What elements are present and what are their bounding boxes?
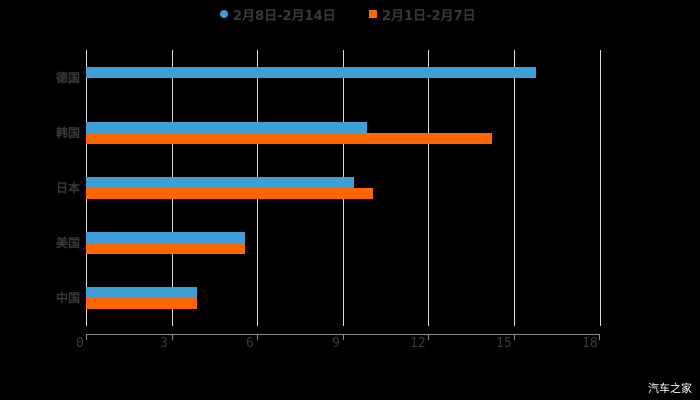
bar-japan-week2[interactable] bbox=[86, 177, 354, 188]
x-tick bbox=[428, 334, 429, 340]
square-marker-icon bbox=[369, 10, 377, 18]
bar-japan-week1[interactable] bbox=[86, 188, 373, 199]
gridline bbox=[428, 50, 429, 326]
x-tick bbox=[599, 334, 600, 340]
watermark: 汽车之家 bbox=[648, 382, 692, 395]
x-tick-label: 12 bbox=[410, 336, 426, 351]
category-label-germany: 德国 bbox=[55, 71, 80, 85]
gridline bbox=[514, 50, 515, 326]
x-tick bbox=[343, 334, 344, 340]
bar-usa-week2[interactable] bbox=[86, 232, 245, 243]
x-tick bbox=[172, 334, 173, 340]
legend-item-week1[interactable]: 2月1日-2月7日 bbox=[369, 4, 476, 24]
x-tick bbox=[514, 334, 515, 340]
x-tick bbox=[257, 334, 258, 340]
category-label-china: 中国 bbox=[55, 291, 80, 305]
legend-item-week2[interactable]: 2月8日-2月14日 bbox=[220, 4, 336, 24]
x-tick-label: 6 bbox=[246, 336, 254, 351]
x-tick-label: 0 bbox=[76, 336, 84, 351]
x-tick-label: 18 bbox=[582, 336, 598, 351]
gridline bbox=[600, 50, 601, 326]
legend-label: 2月8日-2月14日 bbox=[233, 8, 336, 24]
category-label-japan: 日本 bbox=[55, 181, 80, 195]
bar-china-week2[interactable] bbox=[86, 287, 197, 298]
x-tick bbox=[86, 334, 87, 340]
circle-marker-icon bbox=[220, 10, 228, 18]
bar-usa-week1[interactable] bbox=[86, 243, 245, 254]
x-tick-label: 9 bbox=[332, 336, 340, 351]
legend: 2月8日-2月14日 2月1日-2月7日 bbox=[0, 4, 700, 24]
bar-china-week1[interactable] bbox=[86, 298, 197, 309]
bar-korea-week1[interactable] bbox=[86, 133, 492, 144]
bar-korea-week2[interactable] bbox=[86, 122, 367, 133]
bar-germany-week2[interactable] bbox=[86, 67, 536, 78]
category-label-korea: 韩国 bbox=[55, 126, 80, 140]
x-tick-label: 3 bbox=[160, 336, 168, 351]
legend-label: 2月1日-2月7日 bbox=[382, 8, 476, 24]
category-label-usa: 美国 bbox=[55, 236, 80, 250]
x-tick-label: 15 bbox=[496, 336, 512, 351]
